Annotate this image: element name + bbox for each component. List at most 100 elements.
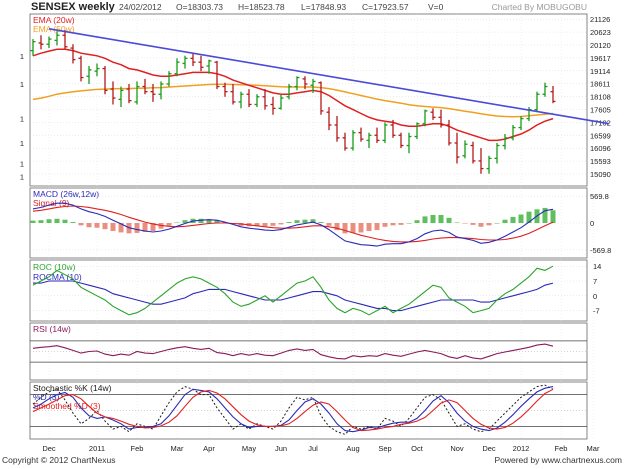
macd-histogram-bar <box>318 222 324 223</box>
macd-histogram-bar <box>366 223 372 232</box>
stoch-smoothed-d-line <box>32 388 554 432</box>
x-tick-label: Sep <box>378 444 391 453</box>
stochastic-panel <box>29 381 588 440</box>
macd-histogram-bar <box>70 222 76 223</box>
x-tick-label: 2012 <box>513 444 530 453</box>
x-tick-label: 2011 <box>89 444 105 453</box>
macd-tick-label: 569.8 <box>590 192 609 201</box>
x-tick-label: Aug <box>346 444 359 453</box>
rsi-line <box>32 343 554 360</box>
footer-copyright: Copyright © 2012 ChartNexus <box>2 455 116 465</box>
macd-histogram-bar <box>118 223 124 233</box>
macd-histogram-bar <box>62 219 68 223</box>
macd-histogram-bar <box>502 219 508 223</box>
roc-tick-label: 0 <box>593 292 597 301</box>
macd-histogram-bar <box>166 223 172 226</box>
macd-tick-label: -569.8 <box>590 246 611 255</box>
macd-histogram-bar <box>150 223 156 232</box>
macd-histogram-bar <box>462 223 468 224</box>
macd-histogram-bar <box>542 207 548 223</box>
rsi-panel <box>29 322 588 381</box>
price-tick-label: 20623 <box>590 28 611 37</box>
macd-histogram-bar <box>30 220 36 223</box>
roc-panel <box>29 259 588 322</box>
macd-histogram-bar <box>422 216 428 223</box>
macd-histogram-bar <box>94 223 100 228</box>
price-tick-label: 19114 <box>590 67 610 76</box>
macd-histogram-bar <box>214 220 220 223</box>
left-axis-label: 1 <box>20 159 24 168</box>
ema50-line <box>32 83 554 118</box>
footer-powered-by: Powered by www.chartnexus.com <box>494 455 622 465</box>
macd-histogram-bar <box>350 223 356 233</box>
macd-histogram-bar <box>86 223 92 228</box>
macd-histogram-bar <box>374 223 380 231</box>
macd-histogram-bar <box>78 223 84 226</box>
roc-line <box>32 265 554 316</box>
legend-ema20: EMA (20w) <box>33 15 75 25</box>
macd-histogram-bar <box>550 210 556 223</box>
x-tick-label: Dec <box>482 444 496 453</box>
macd-line <box>32 202 554 247</box>
macd-histogram-bar <box>286 222 292 223</box>
price-tick-label: 18611 <box>590 80 610 89</box>
x-tick-label: Mar <box>587 444 600 453</box>
macd-histogram-bar <box>302 219 308 223</box>
charted-by-label: Charted By MOBUGOBU <box>492 2 587 12</box>
macd-histogram-bar <box>326 223 332 226</box>
legend-stoch-d: %D (3) <box>33 392 60 402</box>
x-tick-label: Jun <box>275 444 287 453</box>
macd-histogram-bar <box>182 220 188 223</box>
macd-histogram-bar <box>478 223 484 227</box>
ema20-line <box>32 48 554 142</box>
macd-histogram-bar <box>38 220 44 223</box>
macd-histogram-bar <box>334 223 340 231</box>
macd-histogram-bar <box>254 223 260 227</box>
trendline <box>48 28 610 125</box>
macd-histogram-bar <box>470 223 476 225</box>
left-axis-label: 1 <box>20 172 24 181</box>
macd-histogram-bar <box>294 220 300 223</box>
legend-stoch-sd: Smoothed %D (3) <box>33 401 101 411</box>
macd-histogram-bar <box>390 223 396 226</box>
roc-tick-label: 14 <box>593 262 601 271</box>
x-tick-label: Apr <box>203 444 215 453</box>
macd-histogram-bar <box>430 214 436 223</box>
legend-macd: MACD (26w,12w) <box>33 189 99 199</box>
macd-histogram-bar <box>198 218 204 223</box>
left-axis-label: 1 <box>20 80 24 89</box>
macd-histogram-bar <box>382 223 388 227</box>
macd-histogram-bar <box>174 222 180 224</box>
roc-tick-label: -7 <box>593 307 600 316</box>
stoch-d-line <box>32 386 554 433</box>
header-close: C=17923.57 <box>362 2 409 12</box>
x-tick-label: Dec <box>42 444 56 453</box>
chart-title: SENSEX weekly <box>31 1 116 13</box>
x-tick-label: Mar <box>171 444 184 453</box>
price-tick-label: 16599 <box>590 131 611 140</box>
price-tick-label: 15593 <box>590 157 611 166</box>
legend-stoch-k: Stochastic %K (14w) <box>33 383 112 393</box>
left-axis-label: 1 <box>20 52 24 61</box>
price-tick-label: 16096 <box>590 144 611 153</box>
macd-histogram-bar <box>102 223 108 230</box>
x-tick-label: Feb <box>555 444 568 453</box>
macd-histogram-bar <box>46 219 52 223</box>
x-tick-label: Jul <box>308 444 318 453</box>
macd-histogram-bar <box>110 223 116 232</box>
macd-histogram-bar <box>510 216 516 223</box>
header-low: L=17848.93 <box>301 2 346 12</box>
header-volume: V=0 <box>428 2 444 12</box>
macd-histogram-bar <box>438 214 444 223</box>
price-panel <box>29 13 588 187</box>
legend-rsi: RSI (14w) <box>33 324 71 334</box>
macd-histogram-bar <box>358 223 364 233</box>
price-tick-label: 17605 <box>590 105 611 114</box>
macd-histogram-bar <box>494 223 500 224</box>
x-tick-label: Oct <box>411 444 424 453</box>
header-open: O=18303.73 <box>176 2 223 12</box>
macd-histogram-bar <box>414 220 420 223</box>
price-tick-label: 19617 <box>590 54 611 63</box>
macd-histogram-bar <box>134 223 140 233</box>
